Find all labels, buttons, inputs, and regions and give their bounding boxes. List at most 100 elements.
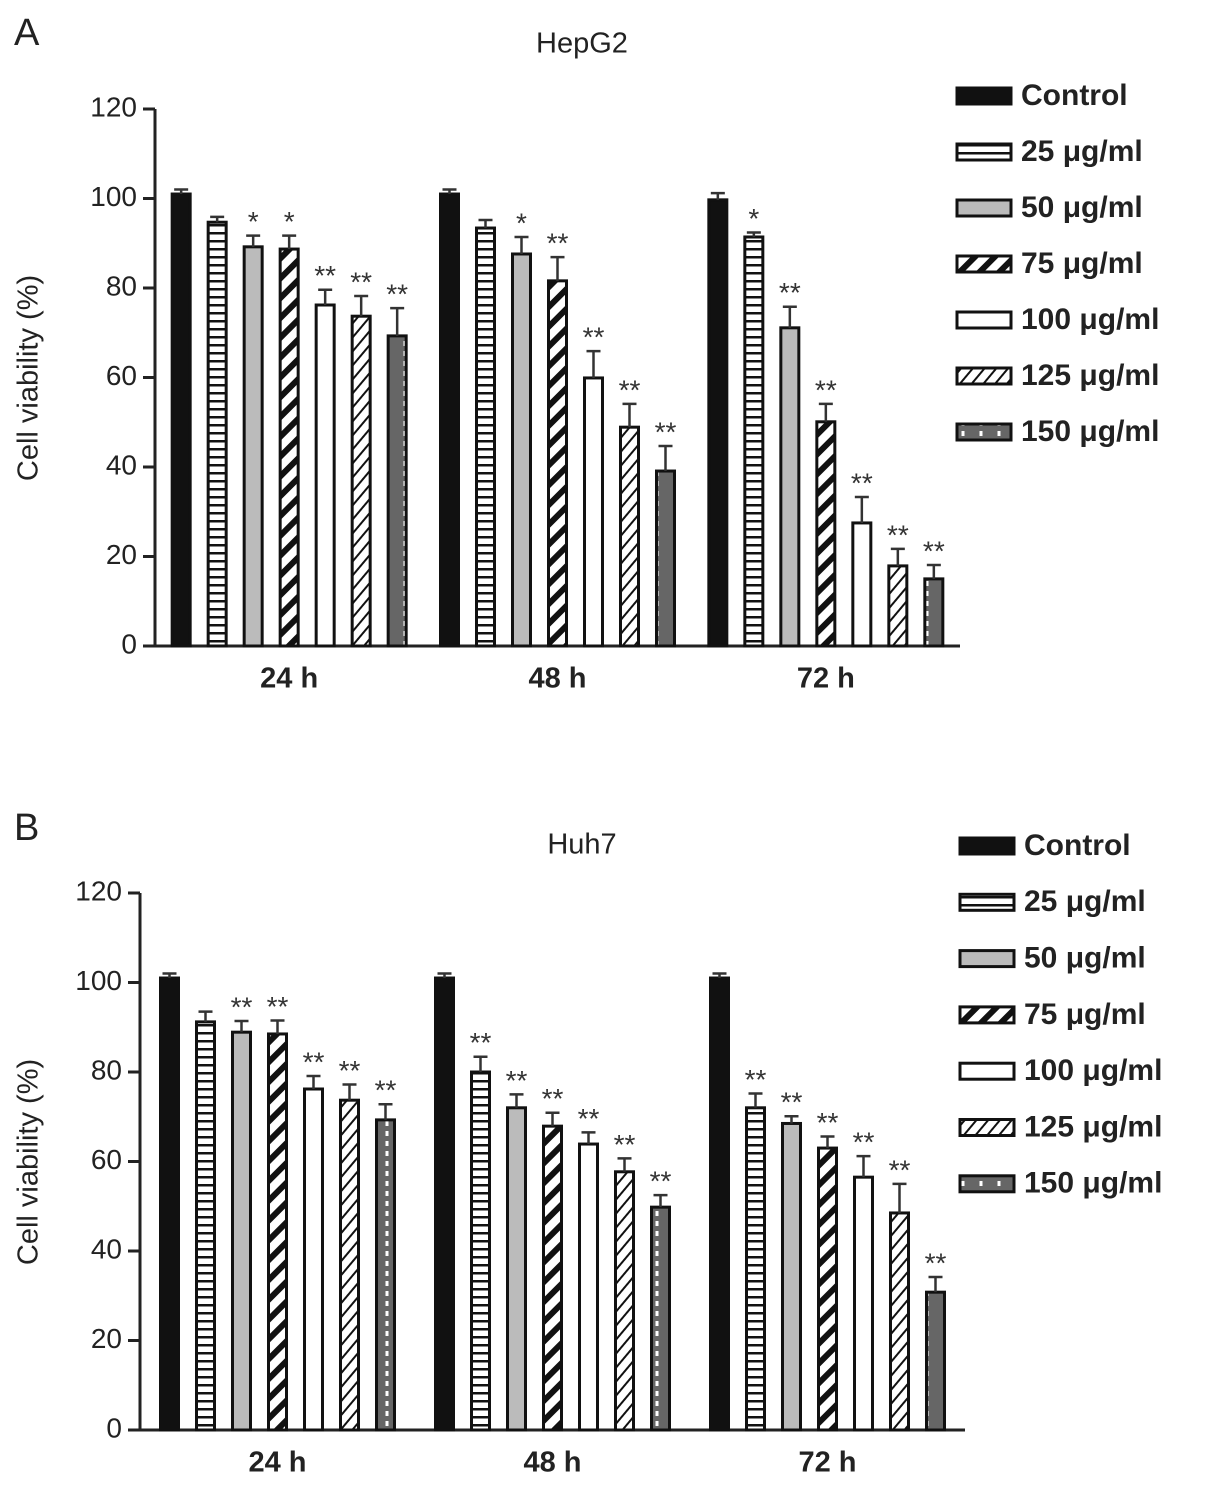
legend-swatch — [955, 198, 1013, 218]
y-tick-label: 40 — [91, 1233, 122, 1264]
significance-mark: ** — [267, 991, 289, 1022]
x-tick-label: 48 h — [523, 1447, 581, 1479]
x-tick-label: 24 h — [248, 1447, 306, 1479]
significance-mark: ** — [386, 279, 408, 310]
error-bar — [342, 1083, 357, 1101]
significance-mark: ** — [655, 416, 677, 447]
legend-swatch — [955, 254, 1013, 274]
bar — [547, 279, 568, 648]
error-bar — [748, 1092, 763, 1108]
y-axis-label: Cell viability (%) — [13, 275, 45, 481]
error-bar — [514, 235, 529, 254]
bar — [339, 1098, 360, 1432]
error-bar — [442, 188, 457, 195]
y-tick-label: 120 — [90, 91, 137, 122]
bar — [267, 1032, 288, 1432]
error-bar — [712, 972, 727, 979]
error-bar — [586, 349, 601, 378]
bar — [817, 1146, 838, 1432]
significance-mark: ** — [815, 374, 837, 405]
legend-swatch — [958, 1061, 1016, 1081]
bar — [578, 1142, 599, 1432]
bar — [231, 1030, 252, 1432]
error-bar — [473, 1055, 488, 1072]
bar — [781, 1121, 802, 1432]
legend-swatch — [958, 949, 1016, 969]
error-bar — [658, 444, 673, 472]
legend-label: 75 μg/ml — [1021, 247, 1143, 280]
bar — [815, 420, 837, 648]
significance-mark: ** — [853, 1127, 875, 1158]
significance-mark: * — [284, 206, 295, 237]
error-bar — [390, 306, 405, 336]
significance-mark: ** — [375, 1075, 397, 1106]
bar — [506, 1106, 527, 1432]
bar — [475, 226, 496, 648]
bar — [779, 326, 801, 648]
bar — [743, 235, 765, 648]
error-bar — [437, 972, 452, 979]
significance-mark: ** — [889, 1154, 911, 1185]
bar — [195, 1020, 216, 1432]
legend-label: 150 μg/ml — [1024, 1167, 1162, 1200]
bar — [159, 976, 180, 1432]
bar — [889, 1211, 910, 1432]
error-bar — [581, 1131, 596, 1145]
x-tick-label: 48 h — [528, 663, 586, 695]
significance-mark: ** — [650, 1165, 672, 1196]
bar — [470, 1070, 491, 1432]
significance-mark: ** — [851, 467, 873, 498]
legend-label: 100 μg/ml — [1024, 1054, 1162, 1087]
bar — [303, 1087, 324, 1432]
bar — [851, 521, 873, 648]
significance-mark: ** — [925, 1247, 947, 1278]
legend-label: 100 μg/ml — [1021, 303, 1159, 336]
significance-mark: ** — [350, 266, 372, 297]
significance-mark: ** — [619, 374, 641, 405]
error-bar — [234, 1019, 249, 1033]
legend-swatch — [958, 1005, 1016, 1025]
error-bar — [174, 188, 189, 195]
chart-title: Huh7 — [547, 829, 616, 861]
bar — [853, 1175, 874, 1432]
error-bar — [820, 1135, 835, 1149]
error-bar — [617, 1157, 632, 1172]
legend-swatch — [955, 310, 1013, 330]
y-tick-label: 120 — [75, 875, 122, 906]
y-tick-label: 0 — [106, 1412, 122, 1443]
legend-label: Control — [1021, 79, 1128, 112]
significance-mark: ** — [231, 991, 253, 1022]
legend-label: 125 μg/ml — [1021, 359, 1159, 392]
bar — [278, 247, 300, 648]
legend-label: 150 μg/ml — [1021, 415, 1159, 448]
significance-mark: ** — [506, 1065, 528, 1096]
error-bar — [926, 563, 941, 579]
error-bar — [928, 1275, 943, 1293]
significance-mark: ** — [578, 1103, 600, 1134]
legend-swatch — [955, 142, 1013, 162]
legend-swatch — [958, 1174, 1016, 1194]
error-bar — [198, 1010, 213, 1022]
significance-mark: ** — [887, 519, 909, 550]
bar — [542, 1124, 563, 1432]
error-bar — [509, 1093, 524, 1108]
legend-label: 75 μg/ml — [1024, 998, 1146, 1031]
error-bar — [782, 305, 797, 328]
legend-label: 125 μg/ml — [1024, 1110, 1162, 1143]
error-bar — [746, 231, 761, 237]
y-tick-label: 60 — [91, 1144, 122, 1175]
error-bar — [854, 495, 869, 523]
error-bar — [892, 1182, 907, 1213]
y-tick-label: 20 — [106, 539, 137, 570]
significance-mark: ** — [470, 1027, 492, 1058]
legend-swatch — [958, 892, 1016, 912]
bar — [745, 1106, 766, 1432]
error-bar — [890, 547, 905, 566]
bar — [650, 1205, 671, 1432]
bar — [619, 425, 640, 648]
y-tick-label: 100 — [90, 181, 137, 212]
error-bar — [306, 1074, 321, 1090]
bar — [386, 334, 408, 648]
error-bar — [545, 1111, 560, 1127]
legend-swatch — [955, 86, 1013, 106]
